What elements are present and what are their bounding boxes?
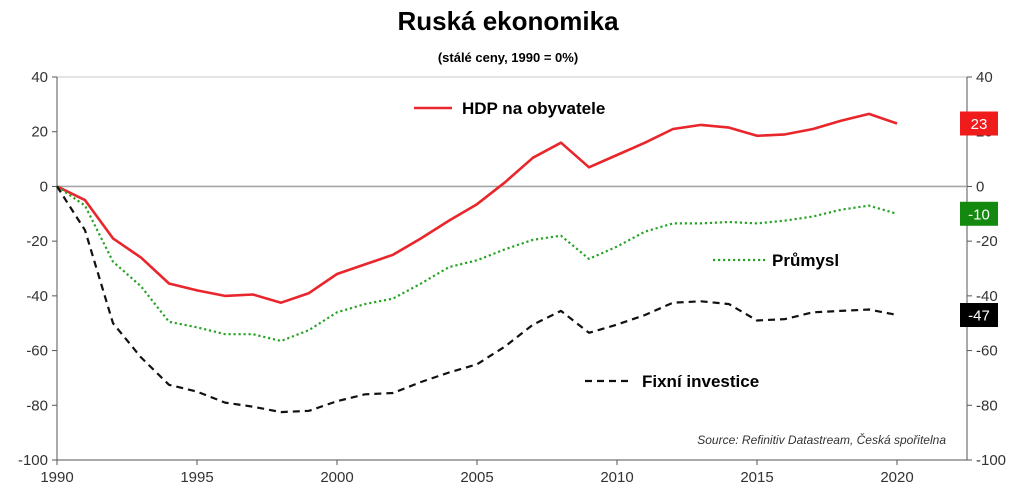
- plot-area: 1990 1995 2000 2005 2010 2015 2020 -100-80-60-…: [18, 69, 1006, 486]
- series-lines: [56, 112, 898, 414]
- legend-hdp: HDP na obyvatele: [414, 99, 605, 118]
- end-value-badges: 23 -10 -47: [960, 111, 998, 328]
- x-tick-label: 2000: [320, 469, 353, 486]
- y-tick-label-right: -40: [976, 288, 998, 305]
- end-badge-box: [960, 303, 998, 328]
- legend-label-prumysl: Průmysl: [772, 251, 839, 270]
- y-tick-label-left: -60: [26, 343, 48, 360]
- y-tick-label-right: 40: [976, 69, 993, 86]
- y-tick-label-left: -100: [18, 452, 48, 469]
- end-badge-value: 23: [971, 116, 988, 133]
- x-tick-label: 2005: [460, 469, 493, 486]
- series-prumysl-line: [56, 185, 898, 343]
- series-fixni-line: [56, 185, 898, 414]
- source-note: Source: Refinitiv Datastream, Česká spoř…: [697, 432, 946, 447]
- x-tick-label: 1995: [180, 469, 213, 486]
- y-tick-label-left: 20: [31, 124, 48, 141]
- legend-fixni: Fixní investice: [585, 372, 759, 391]
- end-badge-value: -10: [968, 206, 990, 223]
- y-tick-label-left: -80: [26, 397, 48, 414]
- x-tick-label: 2020: [880, 469, 913, 486]
- legend-prumysl: Průmysl: [713, 251, 839, 270]
- end-badge-prumysl: -10: [960, 201, 998, 226]
- y-tick-label-left: 0: [40, 178, 48, 195]
- y-tick-label-right: 0: [976, 178, 984, 195]
- x-tick-label: 2015: [740, 469, 773, 486]
- legend-label-hdp: HDP na obyvatele: [462, 99, 605, 118]
- end-badge-box: [960, 111, 998, 136]
- chart-title: Ruská ekonomika: [397, 6, 619, 36]
- y-tick-label-right: -80: [976, 397, 998, 414]
- end-badge-box: [960, 201, 998, 226]
- end-badge-value: -47: [968, 308, 990, 325]
- x-tick-label: 2010: [600, 469, 633, 486]
- y-ticks-left: -100 -80 -60 -40 -20 0 20 40: [18, 69, 57, 469]
- legend-label-fixni: Fixní investice: [642, 372, 759, 391]
- end-badge-fixni: -47: [960, 303, 998, 328]
- x-ticks: 1990 1995 2000 2005 2010 2015 2020: [40, 460, 914, 486]
- y-tick-label-left: -20: [26, 233, 48, 250]
- series-hdp-line: [56, 112, 898, 305]
- y-tick-label-left: 40: [31, 69, 48, 86]
- chart-subtitle: (stálé ceny, 1990 = 0%): [438, 50, 578, 65]
- y-tick-label-right: -100: [976, 452, 1006, 469]
- y-tick-label-left: -40: [26, 288, 48, 305]
- end-badge-hdp: 23: [960, 111, 998, 136]
- y-tick-label-right: -60: [976, 343, 998, 360]
- y-tick-label-right: -20: [976, 233, 998, 250]
- x-tick-label: 1990: [40, 469, 73, 486]
